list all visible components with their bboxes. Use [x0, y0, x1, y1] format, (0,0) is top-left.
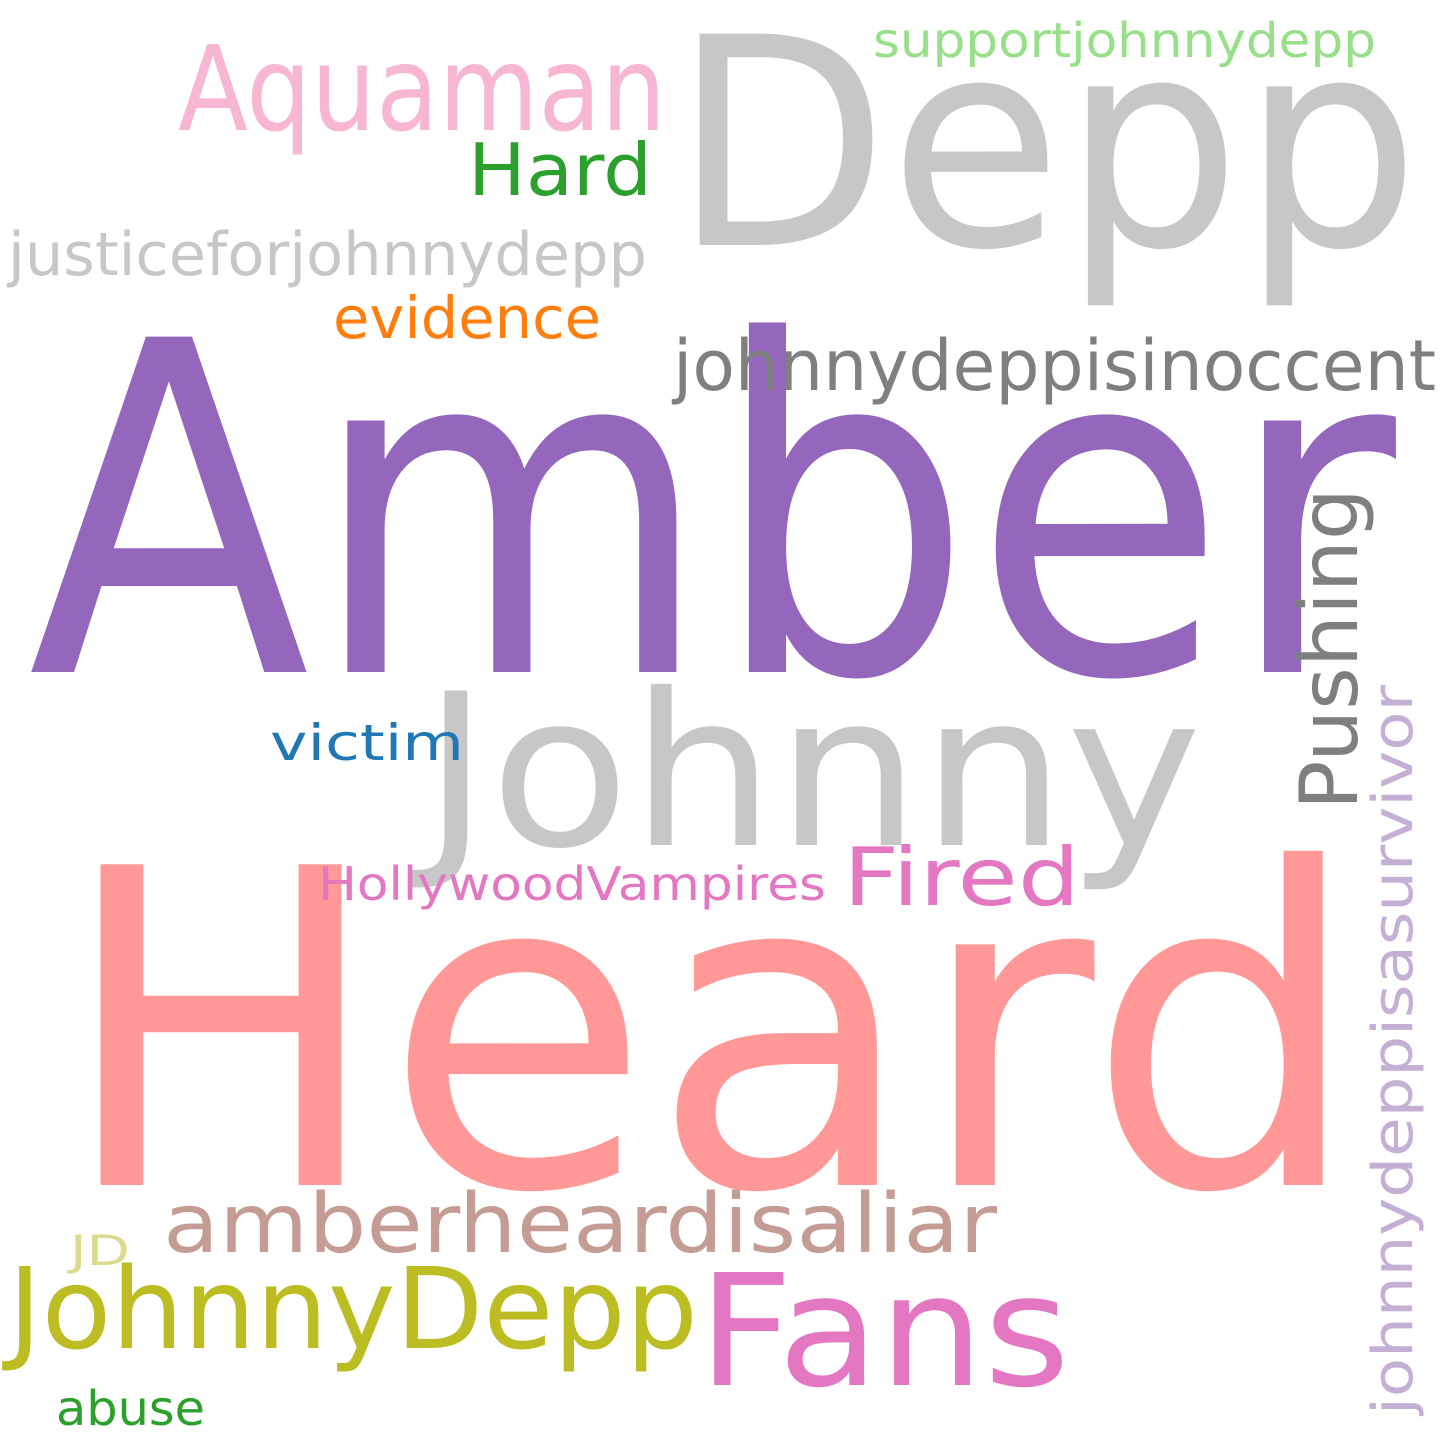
- word: Heard: [58, 777, 1362, 1289]
- word: Hard: [468, 128, 652, 212]
- word: victim: [270, 714, 464, 772]
- word: HollywoodVampires: [318, 857, 826, 911]
- word: amberheardisaliar: [163, 1177, 997, 1272]
- word: JohnnyDepp: [2, 1245, 698, 1375]
- word: Fans: [698, 1241, 1070, 1422]
- word: Depp: [672, 0, 1420, 314]
- word: abuse: [56, 1381, 205, 1437]
- word: Johnny: [410, 648, 1202, 895]
- word: supportjohnnydepp: [873, 13, 1376, 69]
- word: Amber: [28, 246, 1400, 781]
- word: johnnydeppisinoccent: [671, 325, 1436, 407]
- word: johnnydeppisasurvivor: [1361, 684, 1426, 1417]
- word: Aquaman: [178, 20, 666, 158]
- word: justiceforjohnnydepp: [6, 220, 647, 290]
- word: Pushing: [1283, 488, 1376, 810]
- word: JD: [66, 1226, 130, 1275]
- word: Fired: [843, 831, 1080, 924]
- word: evidence: [333, 284, 601, 352]
